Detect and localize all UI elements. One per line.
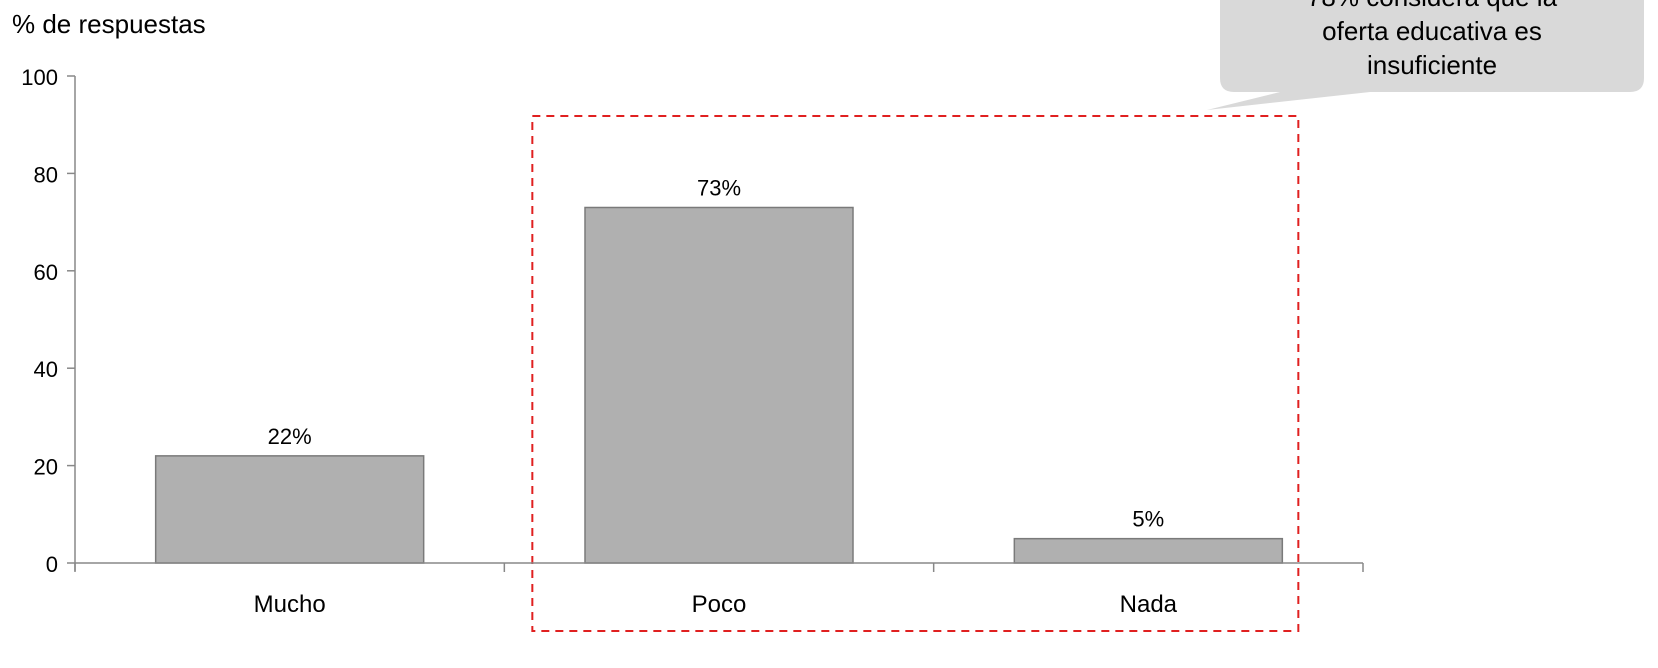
data-label: 5% — [1132, 507, 1164, 532]
x-tick-label: Nada — [1120, 591, 1178, 618]
x-tick-label: Mucho — [254, 591, 326, 618]
data-label: 22% — [268, 424, 312, 449]
callout-line: oferta educativa es — [1230, 14, 1634, 48]
y-tick-label: 80 — [34, 162, 58, 187]
y-tick-label: 0 — [46, 552, 58, 577]
y-tick-label: 60 — [34, 260, 58, 285]
bar-mucho — [156, 456, 424, 563]
y-tick-label: 20 — [34, 455, 58, 480]
bars: 22% 73% 5% — [156, 175, 1283, 563]
bar-poco — [585, 207, 853, 563]
y-tick-label: 40 — [34, 357, 58, 382]
data-label: 73% — [697, 175, 741, 200]
y-axis-label: % de respuestas — [12, 9, 206, 40]
x-tick-label: Poco — [692, 591, 747, 618]
callout-line: insuficiente — [1230, 48, 1634, 82]
callout: 78% considera que la oferta educativa es… — [1220, 0, 1644, 96]
y-tick-label: 100 — [21, 65, 58, 90]
bar-nada — [1014, 539, 1282, 563]
callout-line: 78% considera que la — [1230, 0, 1634, 14]
